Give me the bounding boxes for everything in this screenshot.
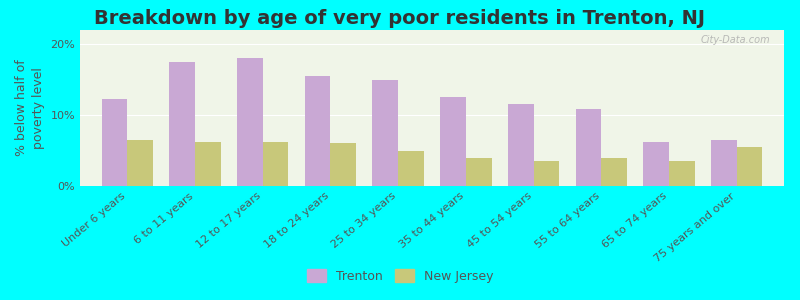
Bar (102, 100, 127, 186)
Bar (237, 58, 262, 186)
Bar (195, 142, 221, 186)
Bar (711, 140, 737, 186)
Bar (669, 161, 694, 186)
Bar (508, 104, 534, 186)
Y-axis label: % below half of
poverty level: % below half of poverty level (15, 60, 45, 156)
Text: City-Data.com: City-Data.com (700, 35, 770, 45)
Legend: Trenton, New Jersey: Trenton, New Jersey (302, 264, 498, 288)
Bar (466, 158, 491, 186)
Bar (170, 62, 195, 186)
Bar (305, 76, 330, 186)
Bar (373, 80, 398, 186)
Bar (262, 142, 289, 186)
Bar (643, 142, 669, 186)
Text: Breakdown by age of very poor residents in Trenton, NJ: Breakdown by age of very poor residents … (94, 9, 706, 28)
Bar (440, 98, 466, 186)
Bar (534, 161, 559, 186)
Bar (127, 140, 153, 186)
Bar (575, 110, 602, 186)
Bar (737, 147, 762, 186)
Bar (602, 158, 627, 186)
Bar (330, 143, 356, 186)
Bar (398, 151, 424, 186)
